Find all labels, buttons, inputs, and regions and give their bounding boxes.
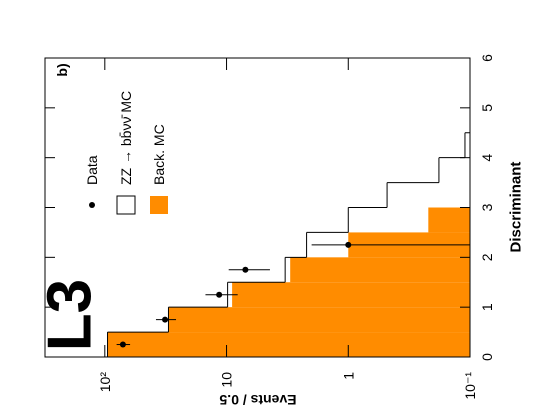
legend-swatch bbox=[150, 196, 168, 214]
bar bbox=[168, 307, 471, 333]
panel-label: b) bbox=[54, 63, 70, 76]
y-tick-label: 10 bbox=[219, 372, 235, 388]
x-tick-label: 6 bbox=[479, 54, 495, 62]
x-axis-label: Discriminant bbox=[508, 162, 525, 253]
legend-label: ZZ → bb̄νν̄ MC bbox=[118, 91, 134, 185]
legend-swatch bbox=[116, 195, 136, 215]
legend-label: Back. MC bbox=[151, 124, 167, 185]
plot-layer bbox=[107, 132, 471, 358]
bar bbox=[107, 332, 470, 357]
y-tick-label: 1 bbox=[340, 372, 356, 380]
y-tick-label: 10² bbox=[97, 372, 113, 393]
data-point bbox=[345, 241, 352, 248]
y-axis-label: Events / 0.5 bbox=[219, 392, 296, 408]
x-tick-label: 5 bbox=[479, 104, 495, 112]
data-point bbox=[216, 291, 223, 298]
legend-marker bbox=[89, 202, 95, 208]
legend: Data ZZ → bb̄νν̄ MC Back. MC bbox=[84, 91, 168, 215]
data-point bbox=[162, 316, 169, 323]
x-tick-label: 0 bbox=[479, 353, 495, 361]
x-tick-label: 3 bbox=[479, 203, 495, 211]
x-tick-label: 2 bbox=[479, 253, 495, 261]
x-tick-label: 4 bbox=[479, 154, 495, 162]
data-point bbox=[242, 266, 249, 273]
data-point bbox=[119, 341, 126, 348]
x-tick-label: 1 bbox=[479, 303, 495, 311]
y-tick-label: 10⁻¹ bbox=[462, 372, 478, 400]
bar bbox=[232, 282, 470, 308]
bar bbox=[428, 207, 470, 233]
experiment-label: L3 bbox=[36, 279, 105, 351]
legend-label: Data bbox=[84, 155, 100, 185]
bar bbox=[290, 257, 470, 283]
